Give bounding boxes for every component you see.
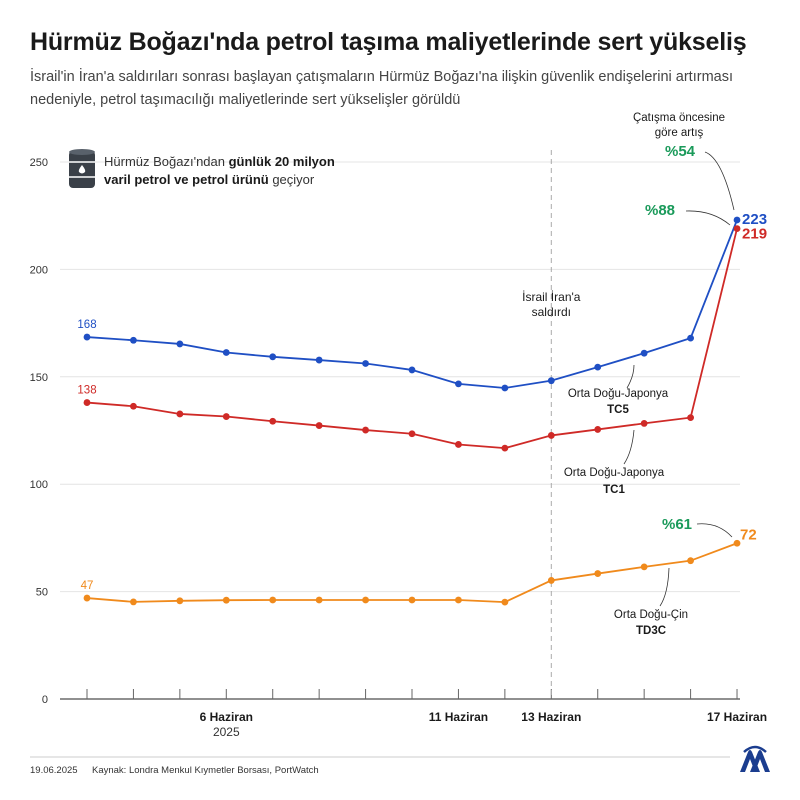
- y-tick-label: 200: [30, 264, 48, 276]
- start-label-td3c: 47: [81, 580, 94, 592]
- x-tick-label: 17 Haziran: [707, 710, 767, 724]
- leader-line-tc5: [626, 364, 635, 389]
- data-point-tc5: [640, 349, 648, 357]
- data-point-td3c: [222, 596, 230, 604]
- data-point-td3c: [408, 596, 416, 604]
- pct-leader-tc5: [704, 151, 735, 211]
- x-tick-sublabel: 2025: [213, 725, 240, 739]
- data-point-tc1: [315, 422, 323, 429]
- data-point-tc1: [594, 426, 602, 433]
- data-point-tc5: [455, 380, 462, 388]
- oil-barrel-icon: [69, 149, 95, 188]
- data-point-tc1: [176, 410, 184, 418]
- series-code-td3c: TD3C: [636, 625, 666, 637]
- x-tick-label: 11 Haziran: [429, 710, 488, 724]
- event-label: İsrail İran'a: [522, 290, 581, 304]
- data-point-tc5: [408, 366, 416, 374]
- start-label-tc5: 168: [77, 319, 96, 331]
- series-code-tc1: TC1: [603, 484, 625, 496]
- data-point-td3c: [501, 598, 509, 606]
- series-name-td3c: Orta Doğu-Çin: [614, 609, 688, 621]
- series-name-tc1: Orta Doğu-Japonya: [564, 467, 665, 479]
- x-tick-label: 6 Haziran: [200, 710, 253, 724]
- series-code-tc5: TC5: [607, 404, 629, 416]
- data-point-tc5: [362, 360, 369, 367]
- data-point-td3c: [640, 563, 648, 571]
- x-tick-label: 13 Haziran: [521, 710, 581, 724]
- data-point-tc1: [455, 441, 462, 448]
- data-point-tc1: [362, 426, 369, 434]
- aa-logo-icon: [740, 745, 770, 772]
- data-point-tc1: [640, 420, 648, 427]
- annotation-pre-conflict: Çatışma öncesine: [633, 112, 725, 124]
- data-point-tc5: [501, 384, 509, 392]
- chart-title: Hürmüz Boğazı'nda petrol taşıma maliyetl…: [30, 28, 747, 56]
- data-point-td3c: [269, 596, 277, 604]
- event-label: saldırdı: [532, 305, 571, 319]
- chart-subtitle: İsrail'in İran'a saldırıları sonrası baş…: [30, 69, 733, 108]
- series-line-td3c: [86, 542, 738, 604]
- data-point-tc1: [222, 413, 230, 420]
- footer-source: Kaynak: Londra Menkul Kıymetler Borsası,…: [92, 765, 319, 776]
- data-point-tc1: [547, 432, 555, 439]
- leader-line-tc1: [623, 429, 635, 465]
- info-text-line2: varil petrol ve petrol ürünü geçiyor: [104, 172, 315, 187]
- data-point-td3c: [547, 577, 555, 584]
- info-text-line1: Hürmüz Boğazı'ndan günlük 20 milyon: [104, 154, 335, 169]
- footer-date: 19.06.2025: [30, 765, 78, 776]
- series-line-tc1: [86, 228, 738, 450]
- data-point-tc5: [83, 333, 91, 341]
- pct-leader-td3c: [696, 523, 733, 538]
- pct-label-tc1: %88: [645, 202, 675, 219]
- start-label-tc1: 138: [77, 385, 96, 397]
- data-point-td3c: [733, 539, 741, 547]
- leader-line-td3c: [659, 567, 670, 607]
- end-label-td3c: 72: [740, 526, 757, 543]
- data-point-tc5: [315, 356, 323, 364]
- y-tick-label: 0: [42, 694, 48, 706]
- data-point-td3c: [362, 596, 369, 604]
- series-line-tc5: [86, 219, 738, 389]
- data-point-td3c: [687, 557, 694, 565]
- data-point-tc5: [269, 353, 277, 361]
- data-point-td3c: [455, 596, 462, 604]
- annotation-pre-conflict: göre artış: [655, 127, 704, 139]
- pct-label-td3c: %61: [662, 516, 692, 533]
- end-label-tc1: 219: [742, 226, 767, 243]
- data-point-td3c: [130, 598, 137, 606]
- pct-label-tc5: %54: [665, 143, 696, 160]
- y-tick-label: 50: [36, 587, 48, 599]
- y-tick-label: 150: [30, 372, 48, 384]
- data-point-td3c: [315, 596, 323, 604]
- data-point-tc1: [83, 399, 91, 406]
- data-point-tc5: [222, 349, 230, 356]
- data-point-tc5: [687, 334, 694, 342]
- data-point-tc1: [130, 402, 137, 410]
- data-point-tc5: [594, 363, 602, 371]
- series-name-tc5: Orta Doğu-Japonya: [568, 388, 669, 400]
- data-point-td3c: [594, 570, 602, 577]
- data-point-tc5: [547, 377, 555, 385]
- data-point-tc1: [687, 414, 694, 422]
- y-tick-label: 100: [30, 479, 48, 491]
- pct-leader-tc1: [685, 210, 731, 226]
- data-point-td3c: [83, 594, 91, 602]
- data-point-tc5: [176, 340, 184, 348]
- end-label-tc5: 223: [742, 211, 767, 228]
- data-point-tc5: [733, 216, 741, 224]
- data-point-tc1: [501, 444, 509, 452]
- data-point-tc1: [733, 225, 741, 232]
- data-point-tc1: [408, 430, 416, 438]
- data-point-tc5: [130, 336, 137, 344]
- data-point-td3c: [176, 597, 184, 605]
- data-point-tc1: [269, 417, 277, 425]
- y-tick-label: 250: [30, 157, 48, 169]
